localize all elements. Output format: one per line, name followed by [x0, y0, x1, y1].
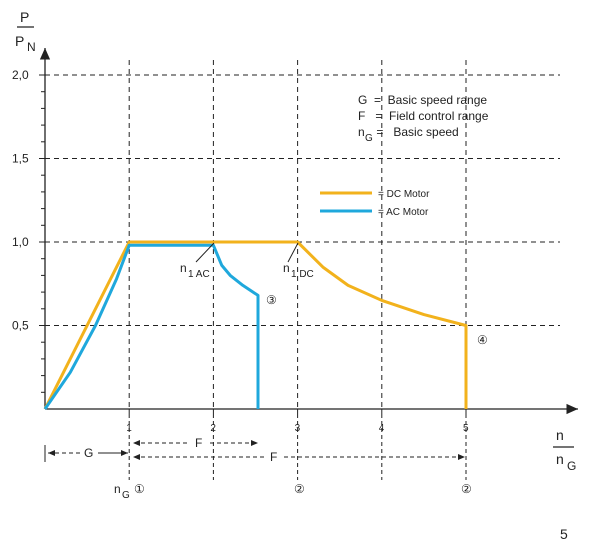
- n1ac-label-sub: 1 AC: [188, 269, 210, 280]
- ng-label-n: n: [114, 482, 121, 496]
- y-tick-label-1,0: 1,0: [12, 235, 29, 249]
- x-tick-label-1: 1: [126, 423, 132, 434]
- ng-label-sub: G: [122, 490, 130, 501]
- y-tick-label-1,5: 1,5: [12, 152, 29, 166]
- marker-2-at-3: ②: [294, 482, 305, 496]
- x-tick-label-4: 4: [379, 423, 385, 434]
- range-g-label: G: [84, 446, 93, 460]
- x-axis-label-numerator: n: [556, 427, 564, 443]
- page-number: 5: [560, 526, 568, 542]
- n1dc-label-n: n: [283, 261, 290, 275]
- definition-f: F = Field control range: [358, 109, 489, 123]
- n1ac-leader: [195, 242, 215, 263]
- y-tick-label-2,0: 2,0: [12, 68, 29, 82]
- range-f1-label: F: [195, 436, 202, 450]
- y-tick-label-0,5: 0,5: [12, 319, 29, 333]
- n1dc-leader: [287, 242, 299, 263]
- x-tick-label-2: 2: [210, 423, 216, 434]
- y-axis-label-denominator-sub: N: [27, 40, 36, 54]
- series-layer: [43, 240, 468, 410]
- y-axis-label-numerator: P: [20, 9, 29, 25]
- tick-layer: 0,5 1,0 1,5 2,0 1 2 3 4 5: [12, 68, 469, 434]
- ac-motor-line: [43, 243, 260, 410]
- y-axis-label-denominator: P: [15, 33, 24, 49]
- x-tick-label-5: 5: [463, 423, 469, 434]
- n1dc-label-sub: 1 DC: [291, 269, 314, 280]
- definitions-legend: G = Basic speed range F = Field control …: [358, 93, 489, 144]
- marker-4: ④: [477, 333, 488, 347]
- range-f2-label: F: [270, 450, 277, 464]
- definition-ng-n: n: [358, 125, 365, 139]
- marker-3: ③: [266, 293, 277, 307]
- definition-g: G = Basic speed range: [358, 93, 487, 107]
- x-axis-label-denominator-sub: G: [567, 459, 576, 473]
- n1ac-label-n: n: [180, 261, 187, 275]
- dc-motor-line: [43, 240, 468, 410]
- range-dimensions: G F F n G ① ② ②: [44, 436, 472, 501]
- x-axis-label-denominator: n: [556, 451, 564, 467]
- definition-ng-text: = Basic speed: [373, 125, 459, 139]
- axis-layer: [39, 48, 578, 415]
- x-tick-label-3: 3: [295, 423, 301, 434]
- series-legend: = DC Motor = AC Motor: [320, 189, 430, 218]
- legend-label-ac: = AC Motor: [378, 207, 429, 218]
- marker-2-at-5: ②: [461, 482, 472, 496]
- curve-annotations: n 1 AC n 1 DC ③ ④: [180, 242, 488, 347]
- legend-label-dc: = DC Motor: [378, 189, 430, 200]
- definition-ng-sub: G: [365, 133, 373, 144]
- marker-1: ①: [134, 482, 145, 496]
